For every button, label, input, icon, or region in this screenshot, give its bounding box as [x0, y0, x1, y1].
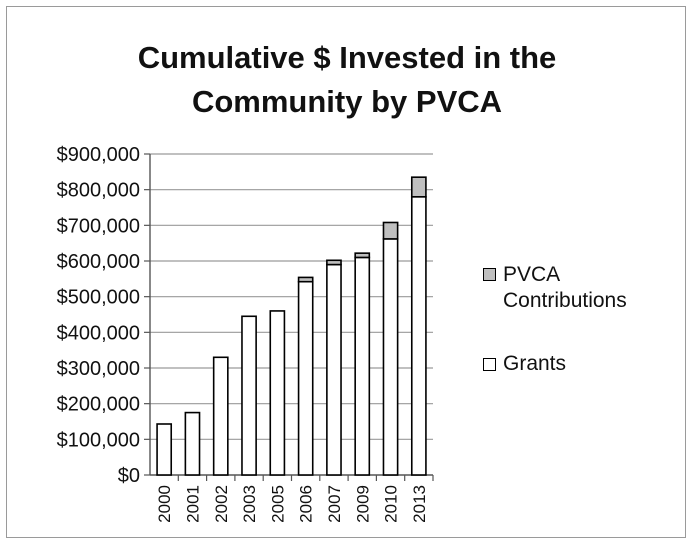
bar-grants-2000	[156, 423, 173, 476]
y-tick-label: $600,000	[57, 251, 140, 273]
y-tick-label: $900,000	[57, 144, 140, 166]
x-tick-label: 2009	[353, 485, 372, 523]
x-tick-label: 2010	[382, 485, 401, 523]
x-tick-label: 2002	[212, 485, 231, 523]
chart-title-line-1: Cumulative $ Invested in the	[137, 40, 557, 75]
legend-label-pvca-line-2: Contributions	[503, 289, 627, 312]
x-tick-label: 2006	[297, 485, 316, 523]
bar-grants-2010	[382, 238, 399, 476]
y-tick-label: $500,000	[57, 287, 140, 309]
bar-pvca-2007	[326, 259, 342, 266]
y-tick-label: $700,000	[57, 215, 140, 237]
y-tick-label: $100,000	[57, 429, 140, 451]
bar-grants-2005	[269, 310, 286, 476]
bar-grants-2007	[326, 263, 342, 476]
x-tick-label: 2001	[183, 485, 202, 523]
y-tick-label: $800,000	[57, 180, 140, 202]
chart-frame	[6, 6, 686, 538]
bar-grants-2013	[410, 196, 427, 476]
bar-pvca-2013	[410, 176, 427, 198]
bar-grants-2001	[184, 411, 201, 476]
y-tick-label: $200,000	[57, 394, 140, 416]
x-tick-label: 2007	[325, 485, 344, 523]
legend-swatch-grants	[483, 358, 496, 371]
legend-label-grants: Grants	[503, 352, 567, 375]
bar-pvca-2009	[354, 252, 371, 259]
x-tick-label: 2003	[240, 485, 259, 523]
y-tick-label: $300,000	[57, 358, 140, 380]
bar-pvca-2006	[297, 276, 314, 283]
x-tick-label: 2000	[155, 485, 174, 523]
legend-label-pvca: PVCA Contributions	[503, 262, 663, 314]
legend-label-pvca-text: PVCA Contributions	[503, 262, 663, 314]
legend-swatch-pvca	[483, 268, 496, 281]
bar-grants-2002	[212, 356, 229, 476]
bar-grants-2006	[297, 280, 314, 476]
bar-pvca-2010	[382, 221, 399, 240]
y-tick-label: $400,000	[57, 322, 140, 344]
x-tick-label: 2013	[410, 485, 429, 523]
x-tick-label: 2005	[268, 485, 287, 523]
legend-label-pvca-line-1: PVCA	[503, 263, 561, 286]
y-tick-label: $0	[118, 465, 140, 487]
bar-grants-2003	[241, 315, 257, 476]
chart-title-line-2: Community by PVCA	[191, 84, 503, 119]
bar-grants-2009	[354, 256, 371, 476]
